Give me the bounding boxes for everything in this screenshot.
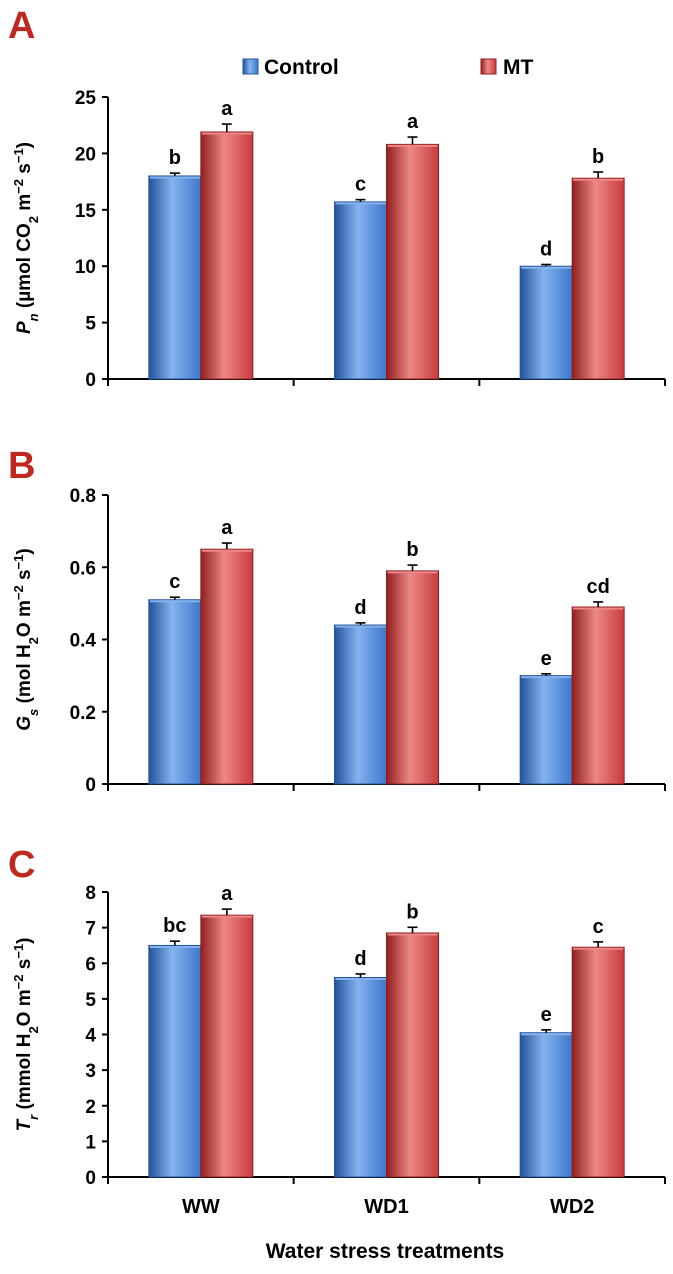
significance-label: a: [407, 111, 419, 133]
bar-mt-wd2: [571, 946, 625, 1178]
y-tick-label: 0.6: [70, 558, 96, 579]
y-tick-label: 0.8: [70, 486, 96, 507]
bar-mt-ww: [200, 914, 254, 1178]
panel-letter: B: [8, 445, 35, 487]
significance-label: b: [406, 901, 418, 923]
y-tick-label: 20: [75, 144, 96, 165]
bar-control-wd2: [519, 1032, 573, 1178]
y-tick-label: 3: [85, 1061, 96, 1082]
significance-label: c: [593, 916, 604, 938]
significance-label: bc: [163, 915, 186, 937]
bar-mt-wd1: [386, 570, 439, 785]
bar-mt-wd2: [571, 606, 625, 785]
x-axis-title: Water stress treatments: [266, 1240, 505, 1263]
legend-swatch-mt: [480, 58, 497, 75]
bar-mt-ww: [200, 131, 254, 380]
y-tick-label: 1: [85, 1132, 96, 1153]
bar-mt-wd1: [386, 932, 439, 1178]
y-tick-label: 5: [85, 990, 96, 1011]
y-tick-label: 0: [85, 370, 96, 391]
significance-label: d: [354, 948, 366, 970]
y-tick-label: 4: [85, 1026, 96, 1047]
significance-label: a: [221, 517, 233, 539]
legend-swatch-control: [242, 58, 259, 75]
category-label-wd1: WD1: [364, 1196, 408, 1218]
significance-label: d: [540, 239, 552, 261]
y-tick-label: 0: [85, 775, 96, 796]
bar-mt-wd2: [571, 177, 625, 380]
legend-label-mt: MT: [503, 56, 533, 79]
y-axis-title: Pn (µmol CO2 m−2 s−1): [11, 142, 41, 334]
y-tick-label: 15: [75, 201, 97, 222]
legend: Control MT: [242, 56, 533, 79]
y-tick-label: 2: [85, 1097, 96, 1118]
y-axis-title: Tr (mmol H2O m−2 s−1): [11, 938, 41, 1132]
panel-letter: C: [8, 844, 35, 886]
category-label-ww: WW: [182, 1196, 220, 1218]
y-tick-label: 6: [85, 954, 96, 975]
bar-control-ww: [148, 175, 202, 380]
bar-control-wd2: [519, 265, 573, 380]
significance-label: c: [169, 571, 180, 593]
y-tick-label: 0.4: [70, 631, 97, 652]
significance-label: a: [221, 883, 233, 905]
significance-label: e: [541, 1004, 552, 1026]
bar-mt-wd1: [386, 143, 439, 380]
y-tick-label: 10: [75, 257, 96, 278]
y-tick-label: 8: [85, 883, 96, 904]
bar-control-ww: [148, 599, 202, 785]
y-tick-label: 25: [75, 88, 97, 109]
significance-label: a: [221, 98, 233, 120]
bar-control-wd1: [334, 977, 387, 1178]
y-tick-label: 0: [85, 1168, 96, 1189]
legend-label-control: Control: [264, 56, 339, 79]
significance-label: b: [169, 147, 181, 169]
bar-mt-ww: [200, 548, 254, 785]
bar-control-ww: [148, 944, 202, 1178]
significance-label: c: [355, 174, 366, 196]
y-tick-label: 5: [85, 314, 96, 335]
significance-label: cd: [586, 576, 609, 598]
significance-label: e: [541, 648, 552, 670]
bar-control-wd1: [334, 624, 387, 785]
y-tick-label: 0.2: [70, 703, 96, 724]
y-axis-title: Gs (mol H2O m−2 s−1): [11, 548, 41, 730]
bar-control-wd1: [334, 201, 387, 380]
y-tick-label: 7: [85, 919, 96, 940]
panel-a: A 0 5 10 15 20 25 b a c a d b Pn (µmol CO2 m−2 s−1): [8, 5, 666, 391]
significance-label: b: [406, 539, 418, 561]
panel-c: C 0 1 2 3 4 5 6 7 8 bc a WW d b WD1 e c WD2 Tr (mmol H2O m−…: [8, 844, 666, 1218]
significance-label: d: [354, 597, 366, 619]
category-label-wd2: WD2: [550, 1196, 594, 1218]
significance-label: b: [592, 146, 604, 168]
bar-control-wd2: [519, 675, 573, 785]
panel-letter: A: [8, 5, 35, 47]
panel-b: B 0 0.2 0.4 0.6 0.8 c a d b e cd Gs (mol H2O m−2 s−1…: [8, 445, 666, 796]
